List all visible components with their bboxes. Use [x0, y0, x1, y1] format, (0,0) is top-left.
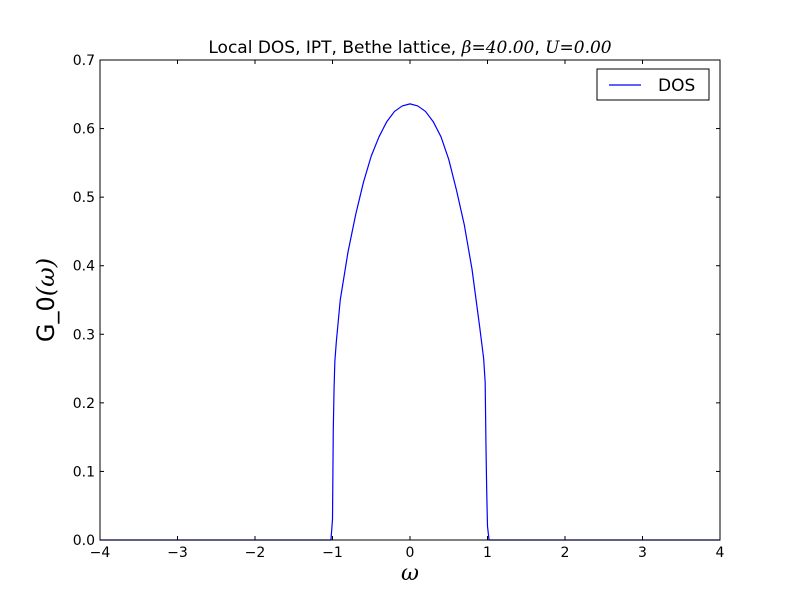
x-tick-label: −1 — [322, 545, 343, 561]
x-tick-label: 4 — [716, 545, 725, 561]
x-axis-label: ω — [401, 561, 419, 586]
x-tick-label: −4 — [90, 545, 111, 561]
y-tick-label: 0.1 — [73, 464, 95, 480]
y-tick-label: 0.4 — [73, 259, 95, 275]
legend-label-dos: DOS — [658, 76, 695, 96]
x-tick-label: 1 — [483, 545, 492, 561]
y-tick-label: 0.7 — [73, 53, 95, 69]
y-axis-ticks: 0.0 0.1 0.2 0.3 0.4 0.5 0.6 0.7 — [73, 53, 720, 549]
chart-title: Local DOS, IPT, Bethe lattice, β=40.00, … — [208, 38, 611, 58]
x-tick-label: 2 — [561, 545, 570, 561]
y-tick-label: 0.0 — [73, 533, 95, 549]
series-line-dos — [100, 103, 720, 541]
y-tick-label: 0.2 — [73, 396, 95, 412]
x-tick-label: 3 — [638, 545, 647, 561]
y-tick-label: 0.3 — [73, 327, 95, 343]
x-axis-ticks: −4 −3 −2 −1 0 1 2 3 4 — [90, 60, 725, 561]
x-tick-label: −2 — [245, 545, 266, 561]
x-tick-label: 0 — [406, 545, 415, 561]
plot-background — [100, 60, 720, 540]
y-tick-label: 0.6 — [73, 122, 95, 138]
y-axis-label: G_0(ω) — [32, 258, 60, 342]
y-tick-label: 0.5 — [73, 190, 95, 206]
plot-area — [99, 59, 721, 541]
series-layer — [100, 103, 720, 541]
legend: DOS — [596, 68, 710, 101]
x-tick-label: −3 — [167, 545, 188, 561]
